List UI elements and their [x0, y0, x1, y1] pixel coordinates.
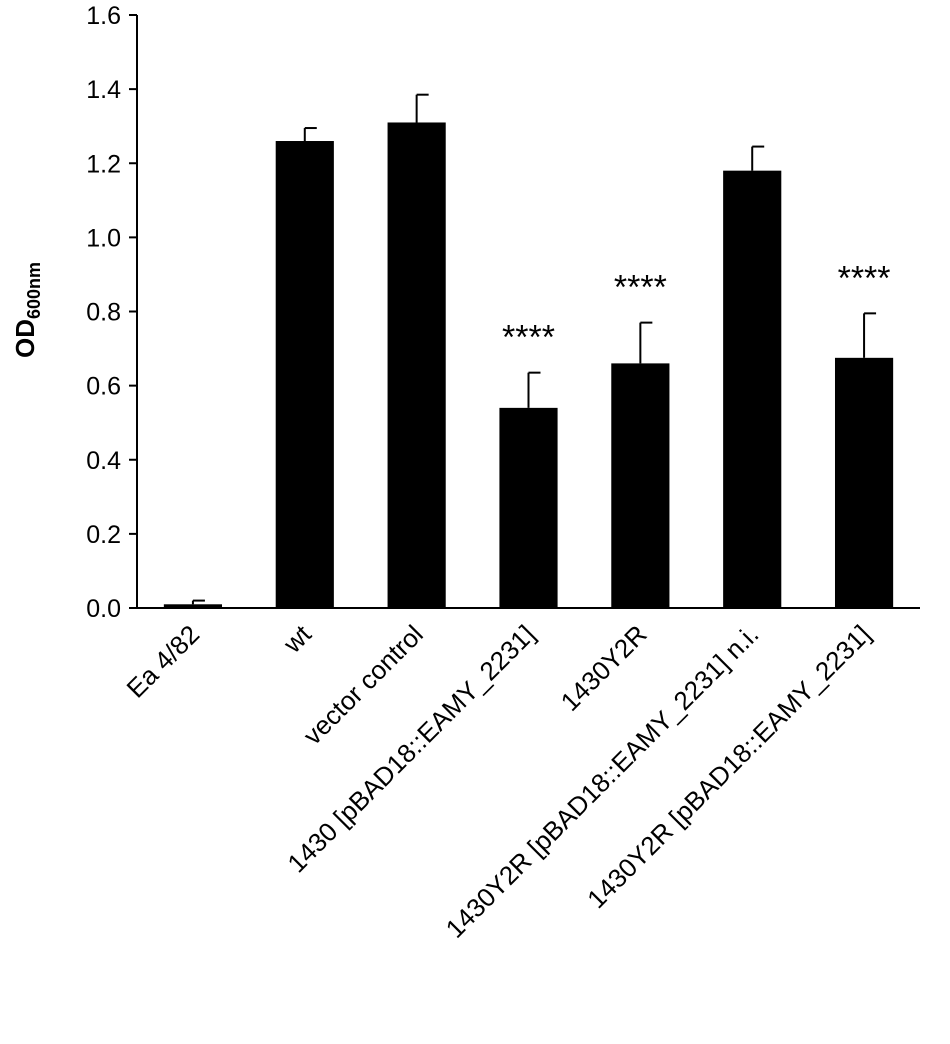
bar: [834, 357, 894, 608]
x-tick-label: Ea 4/82: [121, 619, 206, 704]
y-tick-label: 0.4: [86, 447, 121, 475]
bar: [723, 170, 782, 608]
y-tick-label: 1.6: [86, 2, 121, 30]
bar: [163, 604, 223, 608]
error-bar: [639, 321, 653, 364]
error-bar: [751, 145, 765, 171]
significance-label: ****: [838, 259, 891, 297]
y-tick-label: 1.0: [86, 224, 121, 252]
y-tick-label: 0.2: [86, 521, 121, 549]
y-tick-label: 0.6: [86, 373, 121, 401]
error-bar: [303, 127, 317, 142]
bar: [611, 363, 670, 608]
bar: [499, 407, 558, 608]
error-bar: [191, 599, 205, 605]
significance-label: ****: [502, 319, 555, 357]
y-tick-label: 1.2: [86, 150, 121, 178]
significance-label: ****: [614, 269, 667, 307]
error-bar: [863, 312, 877, 358]
x-tick-label: 1430Y2R: [555, 619, 653, 717]
bar: [387, 122, 446, 608]
y-tick-label: 0.0: [86, 595, 121, 623]
x-tick-label: wt: [277, 618, 318, 659]
y-axis-label-subscript: 600nm: [24, 262, 44, 319]
y-tick-label: 0.8: [86, 299, 121, 327]
y-axis-label: OD600nm: [10, 262, 44, 358]
error-bar: [527, 371, 541, 408]
y-axis-label-text: OD: [10, 319, 40, 358]
bar: [275, 141, 334, 608]
y-tick-label: 1.4: [86, 76, 121, 104]
error-bar: [415, 93, 429, 123]
